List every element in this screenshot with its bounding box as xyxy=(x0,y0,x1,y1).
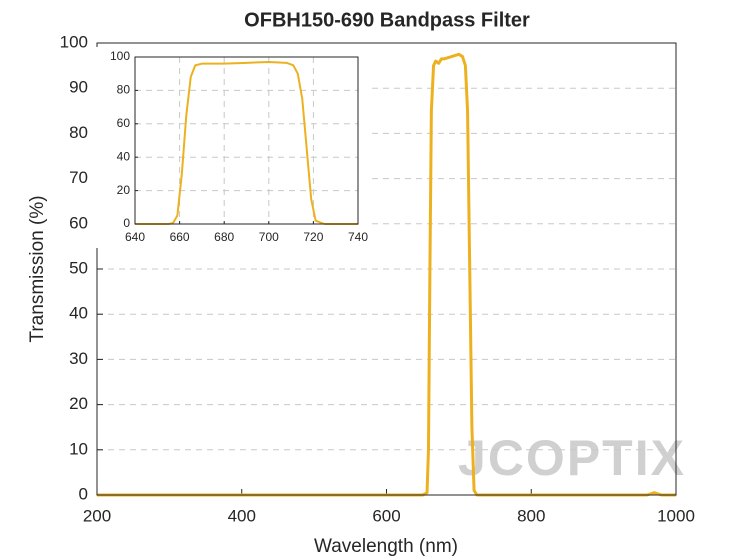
y-tick-label: 20 xyxy=(69,394,88,413)
y-tick-label: 70 xyxy=(69,168,88,187)
y-tick-label: 90 xyxy=(69,78,88,97)
y-tick-label: 20 xyxy=(117,183,131,197)
x-axis-label: Wavelength (nm) xyxy=(314,536,458,557)
y-tick-label: 60 xyxy=(69,213,88,232)
y-tick-label: 60 xyxy=(117,116,131,130)
x-tick-label: 640 xyxy=(125,230,145,244)
data-line xyxy=(135,61,358,225)
x-tick-label: 200 xyxy=(83,506,111,525)
y-tick-label: 10 xyxy=(69,439,88,458)
x-tick-label: 800 xyxy=(517,506,545,525)
x-tick-label: 700 xyxy=(259,230,279,244)
y-tick-label: 0 xyxy=(79,484,88,503)
y-tick-label: 40 xyxy=(117,149,131,163)
x-tick-label: 680 xyxy=(214,230,234,244)
y-axis-label: Transmission (%) xyxy=(27,195,48,342)
axes-box xyxy=(96,42,677,496)
plot-area xyxy=(135,57,358,224)
y-tick-label: 30 xyxy=(69,349,88,368)
y-tick-label: 100 xyxy=(110,49,130,63)
x-tick-label: 660 xyxy=(170,230,190,244)
y-tick-label: 80 xyxy=(117,83,131,97)
y-tick-label: 0 xyxy=(123,216,130,230)
y-tick-label: 80 xyxy=(69,123,88,142)
x-tick-label: 1000 xyxy=(657,506,695,525)
x-tick-label: 600 xyxy=(372,506,400,525)
watermark: JCOPTIX xyxy=(458,430,686,486)
chart-title: OFBH150-690 Bandpass Filter xyxy=(244,9,530,31)
y-tick-label: 40 xyxy=(69,304,88,323)
x-tick-label: 740 xyxy=(348,230,368,244)
y-tick-label: 100 xyxy=(60,32,88,51)
axes-box xyxy=(134,56,359,225)
x-tick-label: 720 xyxy=(303,230,323,244)
x-tick-label: 400 xyxy=(228,506,256,525)
y-tick-label: 50 xyxy=(69,258,88,277)
